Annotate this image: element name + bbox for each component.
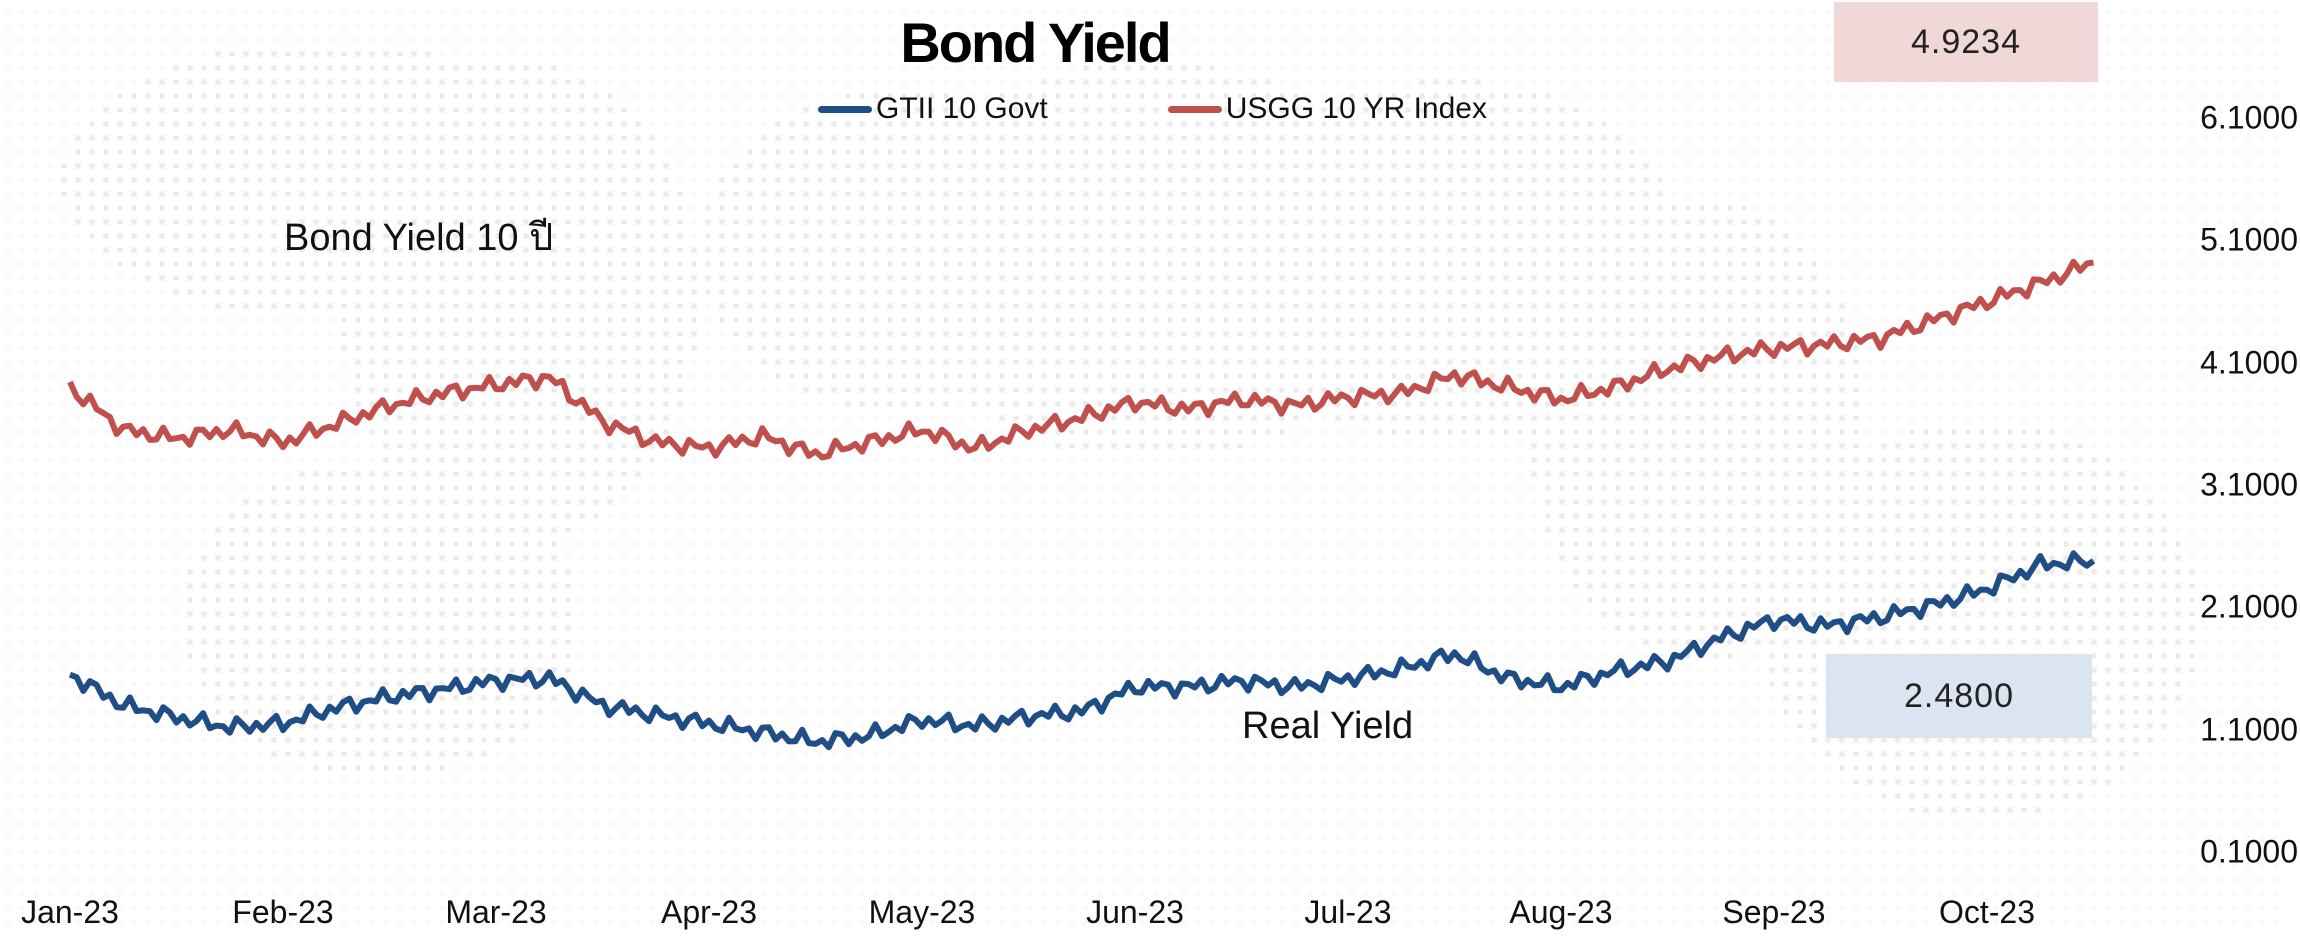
legend-swatch-gtii — [818, 105, 872, 113]
y-tick-label: 1.1000 — [2200, 711, 2298, 748]
x-tick-label: Jan-23 — [21, 894, 119, 930]
x-tick-label: Feb-23 — [232, 894, 334, 930]
x-tick-label: Mar-23 — [445, 894, 547, 930]
x-tick-label: Oct-23 — [1938, 894, 2036, 930]
y-tick-label: 2.1000 — [2200, 588, 2298, 625]
y-tick-label: 0.1000 — [2200, 833, 2298, 870]
legend-item-gtii: GTII 10 Govt — [818, 92, 1048, 126]
legend-label-gtii: GTII 10 Govt — [876, 92, 1048, 125]
last-value-box-usgg: 4.9234 — [1834, 2, 2098, 82]
x-tick-label: Jul-23 — [1304, 894, 1392, 930]
y-tick-label: 3.1000 — [2200, 466, 2298, 503]
legend-label-usgg: USGG 10 YR Index — [1225, 92, 1487, 125]
series-line-usgg-10-yr-index — [67, 258, 2094, 461]
annotation-real-yield: Real Yield — [1242, 705, 1414, 747]
x-tick-label: Sep-23 — [1722, 894, 1826, 930]
x-tick-label: Aug-23 — [1509, 894, 1613, 930]
x-tick-label: May-23 — [868, 894, 976, 930]
series-line-gtii-10-govt — [68, 550, 2096, 751]
legend-swatch-usgg — [1167, 105, 1222, 113]
y-tick-label: 5.1000 — [2200, 221, 2298, 258]
legend: GTII 10 Govt USGG 10 YR Index — [818, 92, 1607, 126]
y-tick-label: 6.1000 — [2200, 99, 2298, 136]
x-tick-label: Apr-23 — [660, 894, 758, 930]
x-tick-label: Jun-23 — [1086, 894, 1184, 930]
y-tick-label: 4.1000 — [2200, 344, 2298, 381]
chart-title: Bond Yield — [900, 11, 1171, 74]
last-value-box-gtii: 2.4800 — [1826, 654, 2092, 738]
annotation-bond-yield-10: Bond Yield 10 ปี — [284, 217, 554, 259]
legend-item-usgg: USGG 10 YR Index — [1167, 92, 1487, 126]
